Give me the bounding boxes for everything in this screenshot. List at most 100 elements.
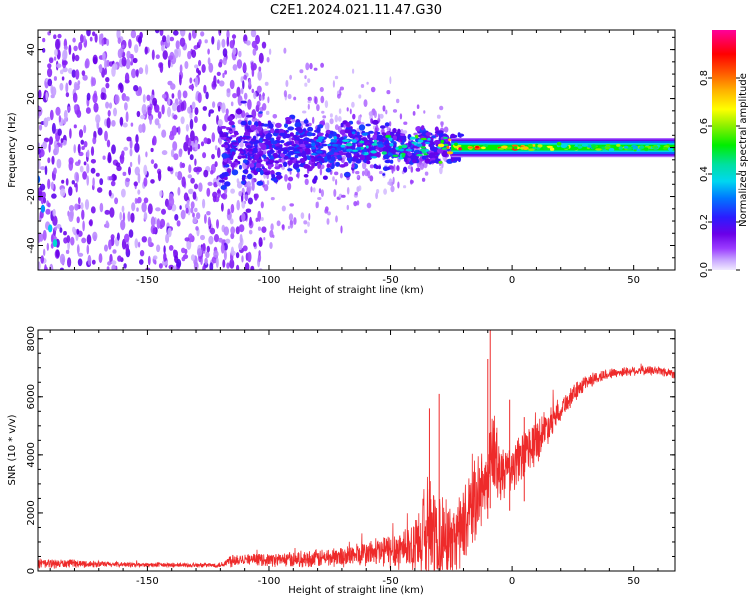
noise-speckle (339, 86, 344, 91)
noise-speckle (86, 92, 91, 101)
noise-speckle (162, 50, 168, 60)
noise-speckle (207, 57, 211, 65)
ridge-point (327, 143, 332, 147)
ridge-point (311, 142, 316, 147)
cloud-blob (392, 135, 398, 141)
noise-speckle (241, 212, 246, 222)
noise-speckle (152, 227, 157, 235)
cloud-blob (307, 156, 311, 161)
ridge-point (343, 136, 348, 139)
noise-speckle (299, 69, 304, 74)
cloud-blob (331, 162, 335, 169)
noise-speckle (89, 36, 93, 42)
cloud-blob (291, 137, 295, 141)
noise-speckle (281, 205, 286, 212)
noise-speckle (75, 69, 80, 80)
noise-speckle (170, 83, 176, 90)
noise-speckle (109, 207, 115, 218)
noise-speckle (110, 234, 115, 240)
noise-speckle (245, 208, 252, 213)
noise-speckle (276, 220, 281, 227)
cloud-blob (237, 155, 242, 160)
ridge-point (256, 160, 262, 163)
noise-speckle (57, 33, 62, 39)
noise-speckle (232, 64, 238, 71)
ridge-point (276, 136, 281, 141)
noise-speckle (203, 169, 209, 178)
noise-speckle (172, 102, 177, 112)
noise-speckle (90, 206, 96, 214)
cloud-blob (412, 159, 417, 164)
noise-speckle (121, 238, 127, 250)
ridge-point (316, 138, 323, 143)
cloud-blob (408, 141, 412, 147)
cloud-blob (306, 132, 314, 137)
noise-speckle (52, 208, 56, 217)
noise-speckle (385, 109, 388, 115)
noise-speckle (191, 30, 197, 39)
colorbar-ticks: 0.0 0.2 0.4 0.6 0.8 (699, 70, 740, 278)
cloud-blob (233, 131, 239, 136)
ridge-point (317, 145, 324, 149)
noise-speckle (95, 172, 100, 177)
noise-speckle (334, 171, 339, 176)
noise-speckle (225, 108, 229, 116)
ridge-point (401, 144, 408, 149)
noise-speckle (144, 46, 148, 55)
noise-speckle (84, 199, 90, 210)
noise-speckle (238, 190, 243, 197)
noise-speckle (76, 109, 82, 118)
cloud-blob (279, 132, 285, 137)
spectrogram-y-tick-label: 0 (26, 144, 37, 150)
ridge-point (318, 136, 324, 140)
noise-speckle (197, 248, 203, 257)
noise-speckle (248, 229, 253, 235)
noise-speckle (218, 61, 223, 68)
noise-speckle (235, 252, 240, 259)
cloud-blob (339, 129, 346, 135)
noise-speckle (138, 67, 144, 75)
noise-speckle (202, 243, 206, 252)
noise-speckle (119, 211, 122, 221)
noise-speckle (399, 113, 403, 120)
ridge-point (331, 149, 335, 153)
noise-speckle (168, 196, 175, 207)
noise-speckle (221, 102, 226, 114)
cloud-blob (261, 166, 265, 170)
cloud-blob (221, 144, 225, 148)
noise-speckle (416, 104, 420, 109)
ridge-point (351, 139, 357, 143)
noise-speckle (61, 179, 65, 184)
noise-speckle (307, 78, 311, 83)
cloud-blob (284, 123, 288, 128)
noise-speckle (213, 234, 220, 243)
noise-speckle (251, 40, 257, 49)
ridge-point (373, 139, 378, 143)
noise-speckle (363, 99, 368, 107)
noise-speckle (221, 202, 224, 212)
snr-panel: -150 -100 -50 0 50 0 2000 4000 6000 8000 Height … (7, 326, 676, 596)
noise-speckle (68, 157, 74, 165)
noise-speckle (369, 175, 374, 182)
noise-speckle (47, 67, 53, 78)
cloud-blob (396, 165, 400, 172)
ridge-point (618, 146, 624, 150)
noise-speckle (76, 244, 80, 255)
noise-speckle (53, 167, 57, 175)
noise-speckle (215, 257, 219, 268)
noise-speckle (312, 116, 315, 124)
noise-speckle (210, 170, 214, 175)
noise-speckle (167, 58, 171, 69)
noise-speckle (390, 185, 395, 193)
ridge-point (427, 137, 431, 141)
noise-speckle (127, 211, 131, 222)
noise-speckle (86, 149, 90, 158)
noise-speckle (170, 149, 175, 158)
ridge-point (591, 146, 596, 149)
noise-speckle (354, 191, 358, 196)
noise-speckle (239, 141, 244, 148)
snr-y-tick-label: 8000 (26, 326, 37, 351)
noise-speckle (51, 155, 55, 165)
cloud-blob (221, 172, 228, 177)
cloud-blob (273, 152, 278, 159)
